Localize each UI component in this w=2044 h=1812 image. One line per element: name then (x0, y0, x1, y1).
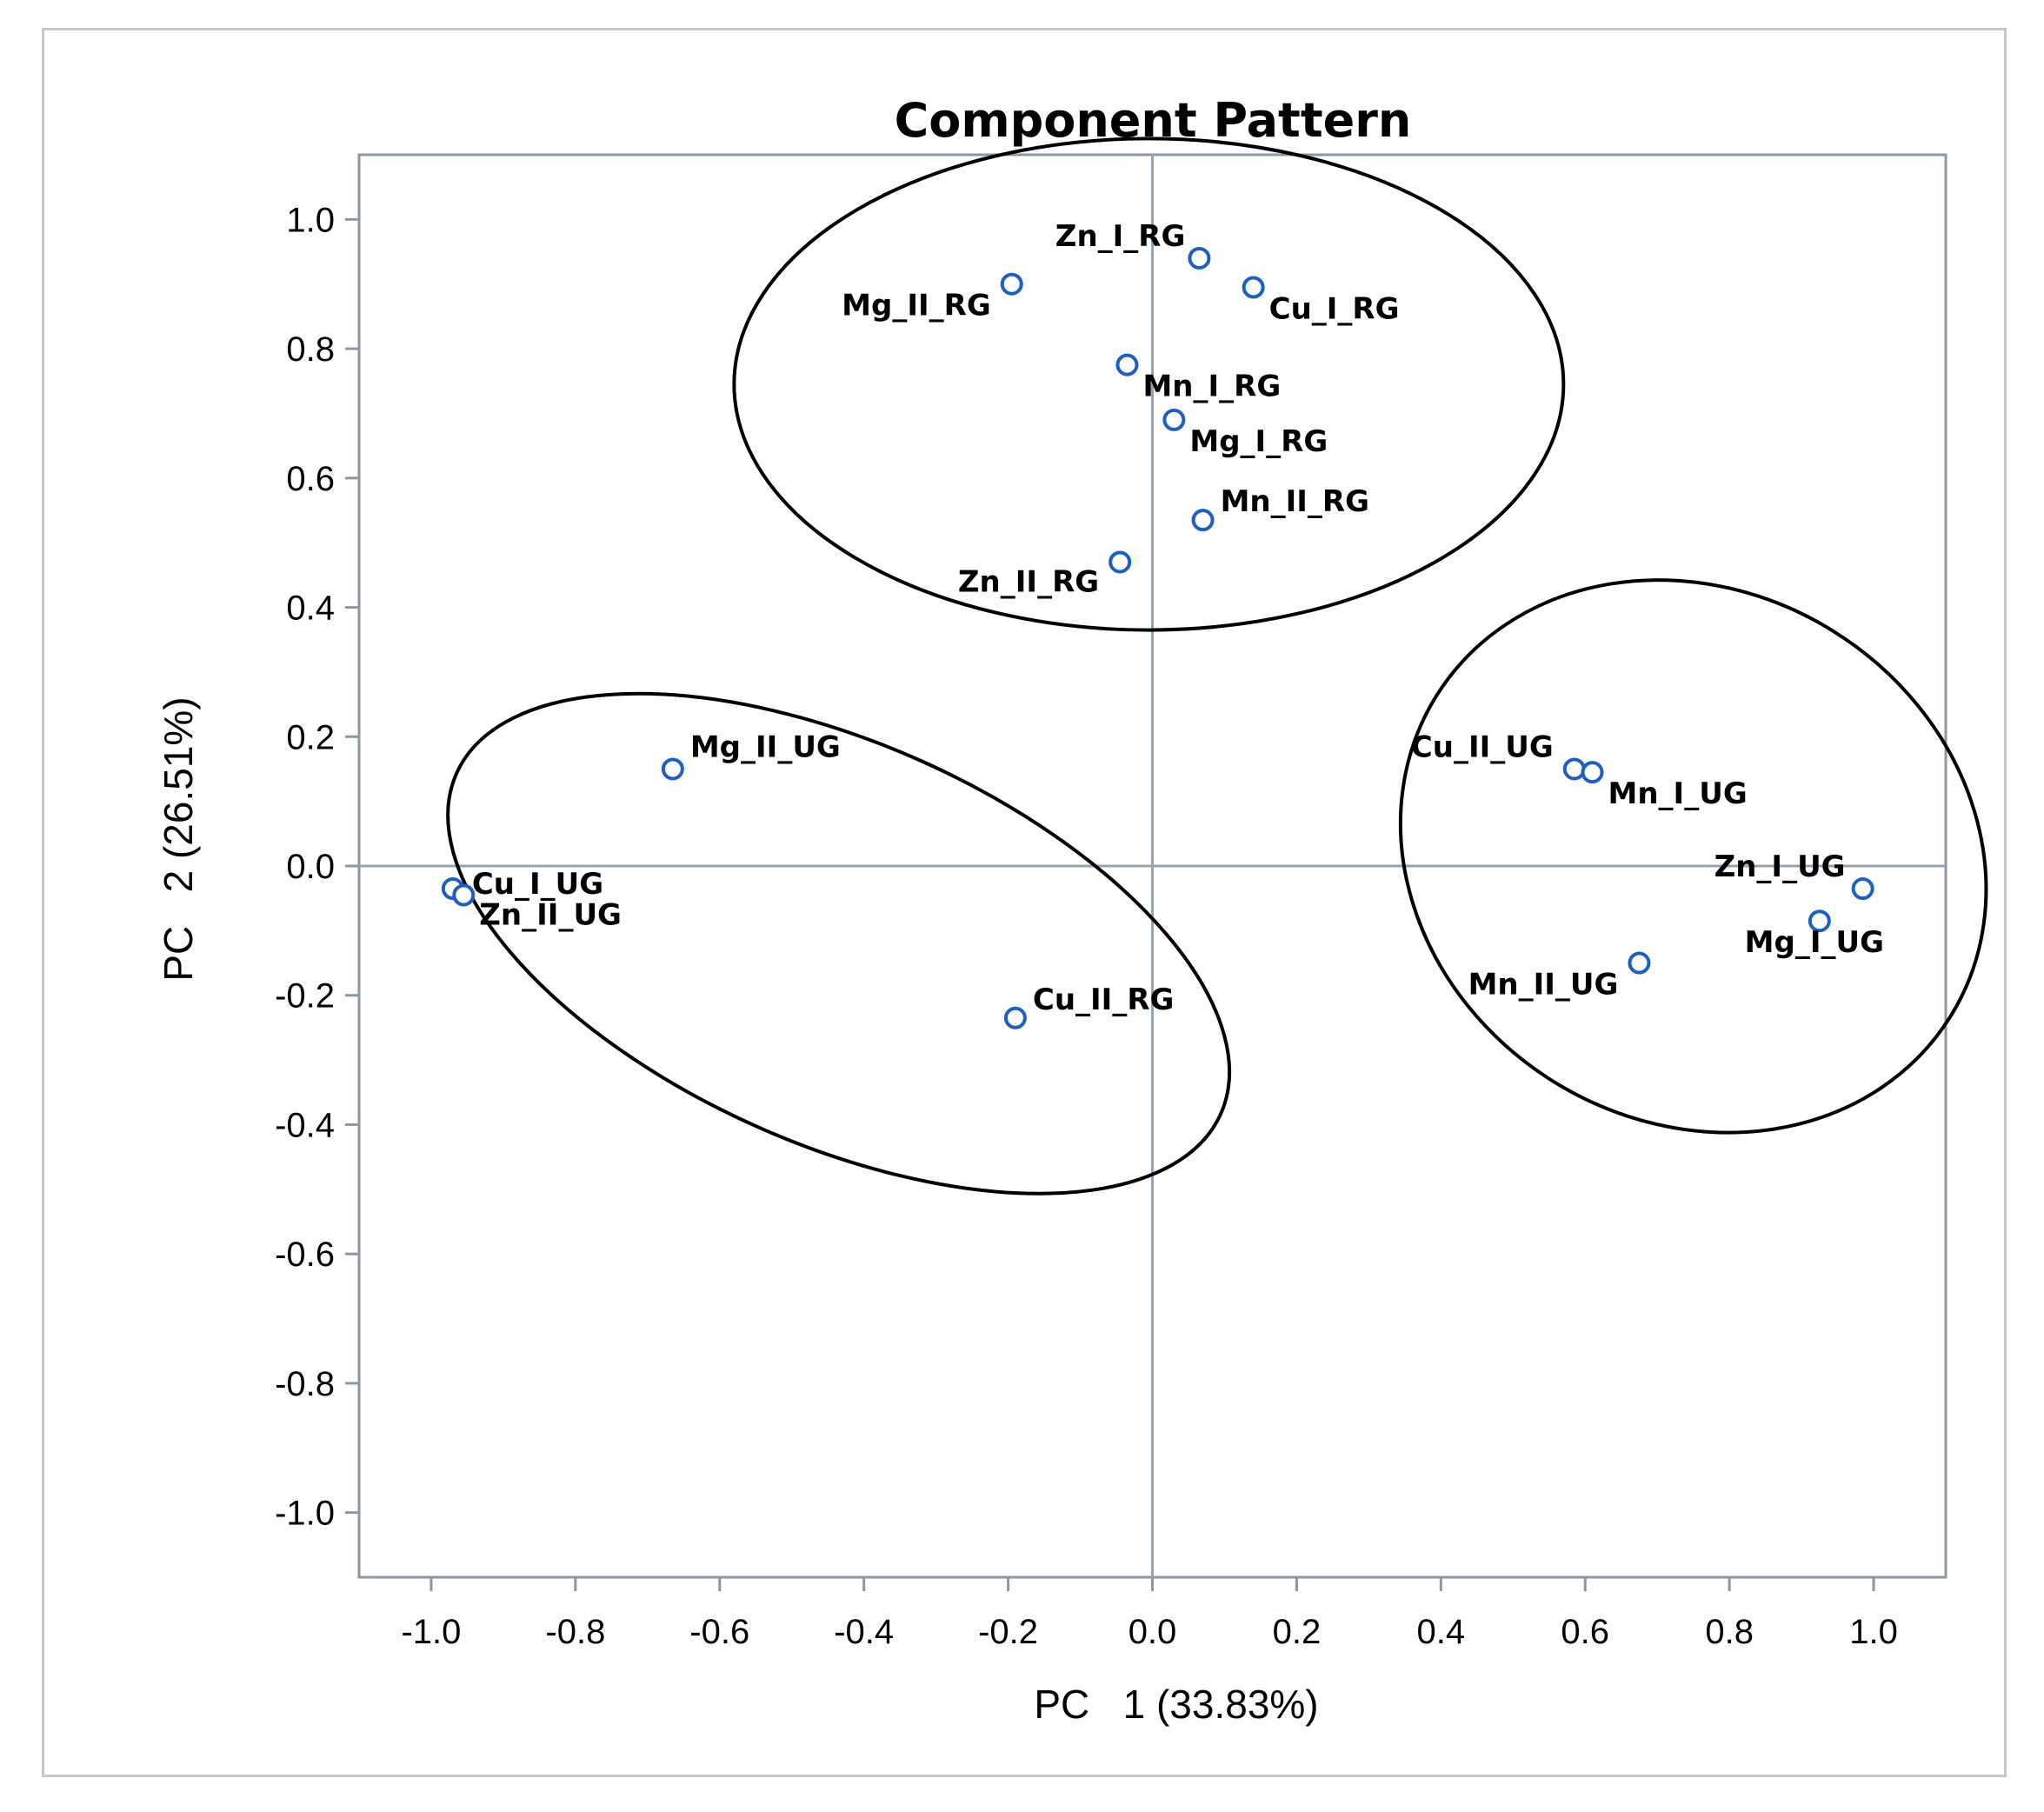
data-point-marker (1628, 951, 1651, 975)
y-tick-label: 1.0 (286, 201, 335, 239)
y-tick-label: 0.8 (286, 330, 335, 369)
data-point-label: Zn_II_RG (958, 564, 1099, 599)
x-tick-label: -0.6 (689, 1613, 749, 1651)
data-point-label: Mg_I_RG (1189, 424, 1328, 459)
x-axis-ticks: -1.0 -0.8 -0.6 -0.4 -0.2 0.0 0.2 0.4 0.6 0.8 1.0 (401, 1577, 1898, 1651)
y-tick-label: -0.8 (275, 1365, 335, 1403)
data-point-marker (1188, 246, 1211, 270)
data-point-marker (1581, 761, 1604, 784)
x-tick-label: -1.0 (401, 1613, 461, 1651)
data-point-marker (1562, 757, 1586, 781)
cluster-ellipses (446, 137, 1988, 1196)
y-axis-ticks: -1.0 -0.8 -0.6 -0.4 -0.2 0.0 0.2 0.4 0.6 0.8 1.0 (275, 201, 359, 1533)
cluster-ellipse (446, 691, 1232, 1196)
x-tick-label: -0.8 (545, 1613, 605, 1651)
y-tick-label: 0.2 (286, 718, 335, 756)
data-point-marker (452, 883, 476, 907)
x-tick-label: 0.4 (1417, 1613, 1466, 1651)
chart-frame: Component Pattern -1.0 -0.8 -0.6 -0.4 -0.2 0.… (42, 28, 2007, 1777)
x-tick-label: -0.2 (978, 1613, 1038, 1651)
data-point-label: Cu_II_UG (1411, 729, 1554, 764)
data-point-label: Mg_II_RG (842, 289, 991, 323)
data-point-label: Mn_II_RG (1221, 484, 1369, 519)
data-point-label: Mn_I_UG (1608, 776, 1748, 811)
x-tick-label: 0.0 (1129, 1613, 1177, 1651)
data-point-label: Zn_II_UG (479, 897, 622, 932)
data-point-label: Mg_I_UG (1745, 925, 1884, 960)
y-tick-label: 0.4 (286, 590, 335, 628)
y-tick-label: 0.6 (286, 460, 335, 498)
y-tick-label: -0.2 (275, 977, 335, 1016)
data-point-label: Zn_I_RG (1055, 219, 1186, 254)
data-point-label: Mn_II_UG (1468, 968, 1619, 1003)
y-tick-label: -0.4 (275, 1106, 335, 1144)
data-point-label: Zn_I_UG (1714, 849, 1846, 884)
y-axis-label: PC 2 (26.51%) (156, 696, 201, 981)
data-point-marker (661, 757, 684, 781)
data-point-marker (1109, 550, 1132, 574)
data-point-marker (1000, 272, 1023, 296)
cluster-ellipse (1398, 578, 1988, 1135)
data-point-marker (1242, 276, 1265, 299)
data-point-marker (1115, 353, 1139, 376)
cluster-ellipse (732, 137, 1566, 632)
x-tick-label: 0.2 (1273, 1613, 1322, 1651)
y-tick-label: -1.0 (275, 1495, 335, 1533)
data-point-marker (1191, 509, 1215, 532)
data-point-label: Mg_II_UG (690, 729, 841, 764)
data-point-marker (1162, 408, 1186, 431)
data-point-marker (1851, 877, 1874, 901)
component-pattern-chart: Component Pattern -1.0 -0.8 -0.6 -0.4 -0.2 0.… (156, 93, 1988, 1727)
data-point-marker (1003, 1006, 1027, 1029)
y-tick-label: 0.0 (286, 848, 335, 886)
x-axis-label: PC 1 (33.83%) (1034, 1682, 1318, 1727)
data-point-label: Cu_I_RG (1269, 291, 1400, 326)
data-point-marker (1808, 909, 1831, 933)
data-point-label: Mn_I_RG (1142, 370, 1281, 404)
y-tick-label: -0.6 (275, 1236, 335, 1274)
x-tick-label: 0.6 (1561, 1613, 1609, 1651)
data-point-label: Cu_I_UG (472, 867, 603, 902)
data-points: Zn_I_RG Mg_II_RG Cu_I_RG Mn_I_RG Mg_I_RG Mn_I… (441, 219, 1884, 1029)
x-tick-label: 1.0 (1849, 1613, 1898, 1651)
x-tick-label: 0.8 (1705, 1613, 1754, 1651)
data-point-label: Cu_II_RG (1033, 983, 1175, 1017)
reference-lines (359, 155, 1946, 1577)
x-tick-label: -0.4 (834, 1613, 894, 1651)
